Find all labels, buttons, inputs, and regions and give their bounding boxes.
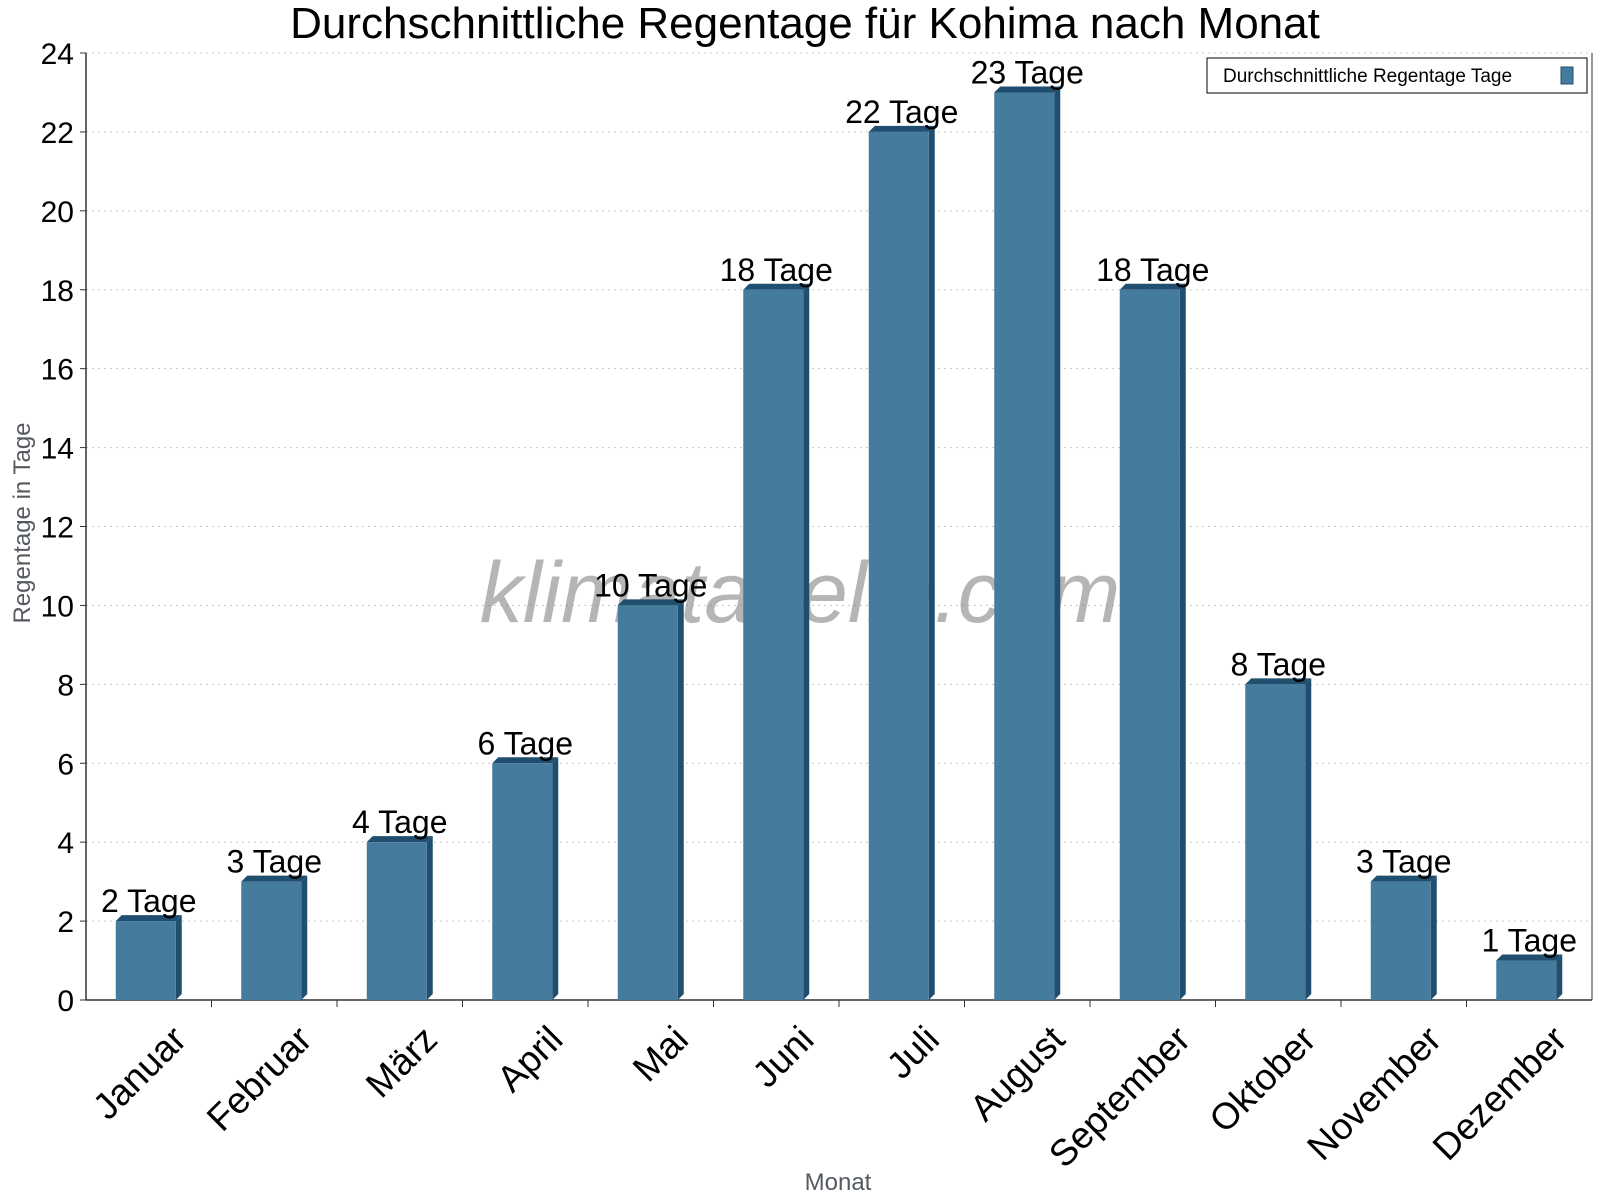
bar-top — [617, 599, 684, 606]
x-tick-label: Dezember — [1425, 1018, 1575, 1168]
data-label: 6 Tage — [478, 725, 574, 761]
data-label: 3 Tage — [227, 844, 323, 880]
y-axis-label: Regentage in Tage — [9, 422, 36, 623]
x-tick-labels: Januar Februar März April Mai Juni Juli AugustS… — [85, 1018, 1574, 1175]
data-label: 23 Tage — [971, 54, 1084, 90]
y-tick-label: 22 — [41, 117, 74, 150]
bar-side — [1556, 954, 1563, 1000]
y-tick-label: 12 — [41, 512, 74, 545]
bar-5 — [617, 599, 684, 1000]
bar-12 — [1496, 954, 1563, 1000]
x-tick-label: März — [358, 1018, 445, 1105]
bar-front — [241, 881, 302, 1000]
x-axis-label: Monat — [805, 1169, 872, 1196]
data-label: 1 Tage — [1482, 923, 1578, 959]
bar-front — [617, 605, 678, 1000]
bar-6 — [743, 283, 810, 1000]
x-tick-label: Februar — [199, 1018, 320, 1139]
axes — [80, 52, 1593, 1007]
data-label: 8 Tage — [1231, 646, 1327, 682]
bar-top — [492, 757, 559, 764]
legend-box — [1206, 57, 1588, 94]
bar-top — [1370, 875, 1437, 882]
bar-top — [366, 836, 433, 843]
gridlines — [86, 52, 1592, 922]
x-tick-label: Juni — [745, 1018, 822, 1095]
legend-swatch — [1560, 66, 1574, 85]
y-tick-label: 18 — [41, 275, 74, 308]
data-label: 18 Tage — [1096, 252, 1209, 288]
bar-top — [115, 915, 182, 922]
bar-front — [366, 842, 427, 1000]
bar-side — [552, 757, 559, 1000]
bar-top — [743, 283, 810, 290]
bar-front — [743, 289, 804, 1000]
x-tick-label: November — [1299, 1018, 1449, 1168]
y-tick-label: 6 — [57, 748, 74, 781]
bar-side — [803, 283, 810, 1000]
bar-front — [1245, 684, 1306, 1000]
bar-side — [301, 875, 308, 1000]
bar-side — [677, 599, 684, 1000]
data-label: 22 Tage — [845, 94, 958, 130]
bar-front — [994, 92, 1055, 1001]
bar-front — [492, 763, 553, 1000]
x-tick-label: August — [962, 1018, 1073, 1129]
y-tick-label: 10 — [41, 590, 74, 623]
bar-top — [994, 86, 1061, 93]
bar-4 — [492, 757, 559, 1000]
bar-front — [868, 131, 929, 1000]
bar-top — [868, 125, 935, 132]
bars — [115, 86, 1563, 1001]
bar-front — [1370, 881, 1431, 1000]
bar-side — [928, 125, 935, 1000]
bar-top — [1496, 954, 1563, 961]
bar-7 — [868, 125, 935, 1000]
bar-side — [426, 836, 433, 1000]
y-tick-label: 8 — [57, 669, 74, 702]
y-tick-label: 14 — [41, 433, 74, 466]
y-tick-label: 2 — [57, 906, 74, 939]
data-label: 10 Tage — [594, 567, 707, 603]
bar-side — [175, 915, 182, 1000]
bar-side — [1054, 86, 1061, 1001]
bar-top — [1119, 283, 1186, 290]
bar-1 — [115, 915, 182, 1000]
data-label: 3 Tage — [1356, 844, 1452, 880]
bar-front — [115, 921, 176, 1000]
bar-2 — [241, 875, 308, 1000]
bar-11 — [1370, 875, 1437, 1000]
data-label: 2 Tage — [101, 883, 197, 919]
x-tick-label: Januar — [85, 1018, 194, 1127]
data-labels: 2 Tage 3 Tage 4 Tage 6 Tage 10 Tage 18 Tage 22… — [101, 54, 1577, 958]
bar-top — [1245, 678, 1312, 685]
bar-front — [1496, 960, 1557, 1000]
data-label: 18 Tage — [720, 252, 833, 288]
x-tick-label: Oktober — [1201, 1018, 1323, 1140]
y-tick-label: 24 — [41, 38, 74, 71]
y-tick-label: 16 — [41, 354, 74, 387]
bar-3 — [366, 836, 433, 1000]
chart-title: Durchschnittliche Regentage für Kohima n… — [290, 0, 1320, 48]
y-tick-label: 4 — [57, 827, 74, 860]
bar-side — [1305, 678, 1312, 1000]
legend-entry-label: Durchschnittliche Regentage Tage — [1223, 66, 1512, 87]
bar-front — [1119, 289, 1180, 1000]
y-tick-label: 20 — [41, 196, 74, 229]
legend: Durchschnittliche Regentage Tage — [1206, 57, 1588, 94]
x-tick-label: Juli — [879, 1018, 947, 1086]
bar-8 — [994, 86, 1061, 1001]
bar-10 — [1245, 678, 1312, 1000]
bar-top — [241, 875, 308, 882]
x-tick-label: Mai — [625, 1018, 696, 1089]
y-tick-label: 0 — [57, 985, 74, 1018]
bar-side — [1179, 283, 1186, 1000]
bar-side — [1430, 875, 1437, 1000]
bar-9 — [1119, 283, 1186, 1000]
x-tick-label: April — [489, 1018, 570, 1099]
data-label: 4 Tage — [352, 804, 448, 840]
